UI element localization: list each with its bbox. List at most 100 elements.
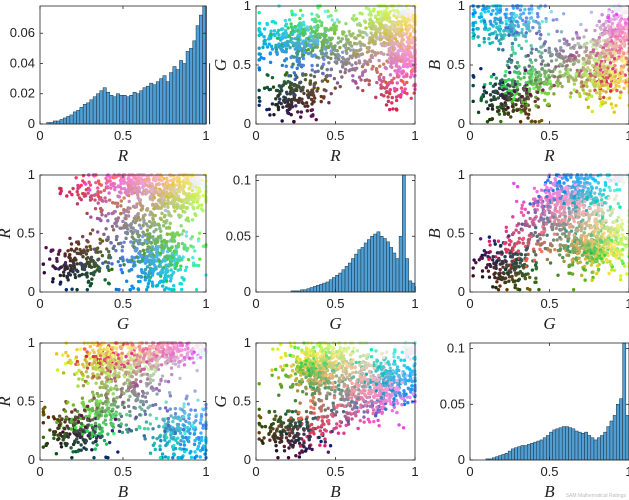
scatter-point	[391, 8, 395, 12]
scatter-point	[558, 62, 563, 67]
histogram-bar	[199, 14, 203, 125]
scatter-point	[171, 178, 175, 182]
scatter-point	[325, 67, 329, 72]
scatter-point	[549, 59, 554, 63]
histogram-bar	[367, 239, 371, 293]
scatter-point	[592, 173, 596, 178]
scatter-point	[102, 188, 107, 193]
scatter-point	[482, 85, 486, 89]
scatter-point	[538, 54, 543, 58]
scatter-point	[496, 239, 501, 243]
scatter-point	[601, 62, 605, 66]
scatter-point	[617, 84, 621, 89]
scatter-point	[171, 270, 176, 275]
scatter-point	[408, 41, 413, 45]
scatter-point	[194, 188, 198, 192]
scatter-point	[170, 182, 175, 187]
scatter-point	[96, 190, 100, 194]
scatter-point	[548, 261, 553, 265]
scatter-point	[556, 84, 560, 88]
scatter-point	[129, 267, 133, 272]
scatter-point	[48, 257, 52, 261]
scatter-point	[621, 74, 625, 78]
scatter-point	[387, 17, 391, 22]
scatter-point	[610, 55, 614, 59]
scatter-point	[622, 44, 627, 48]
scatter-point	[546, 63, 551, 67]
scatter-point	[308, 79, 313, 83]
scatter-point	[510, 99, 514, 104]
scatter-point	[177, 213, 181, 217]
scatter-point	[326, 55, 330, 60]
scatter-point	[321, 38, 326, 43]
scatter-point	[367, 45, 371, 50]
scatter-point	[409, 96, 413, 100]
scatter-point	[275, 36, 280, 40]
scatter-point	[390, 81, 394, 85]
scatter-point	[529, 51, 534, 55]
scatter-point	[495, 280, 499, 284]
scatter-point	[522, 75, 526, 80]
scatter-point	[140, 191, 144, 195]
scatter-point	[68, 273, 73, 277]
scatter-point	[499, 119, 503, 124]
scatter-point	[181, 229, 186, 233]
scatter-point	[310, 108, 315, 112]
scatter-point	[116, 242, 121, 246]
scatter-point	[539, 62, 544, 66]
scatter-point	[598, 68, 603, 72]
scatter-point	[404, 45, 408, 49]
scatter-point	[588, 89, 592, 93]
scatter-point	[172, 190, 176, 195]
scatter-point	[144, 287, 149, 292]
scatter-point	[179, 224, 183, 228]
scatter-point	[99, 190, 103, 194]
scatter-point	[517, 43, 521, 48]
scatter-point	[494, 36, 499, 40]
scatter-point	[546, 81, 550, 86]
scatter-point	[262, 27, 267, 31]
scatter-point	[193, 249, 197, 253]
scatter-point	[471, 21, 475, 25]
histogram-bar	[129, 95, 134, 125]
scatter-point	[320, 52, 324, 56]
scatter-point	[409, 59, 414, 63]
scatter-point	[567, 206, 571, 210]
histogram-bar	[341, 269, 346, 293]
scatter-point	[554, 53, 559, 57]
scatter-point	[150, 280, 154, 284]
scatter-point	[369, 26, 374, 31]
scatter-point	[193, 195, 197, 200]
scatter-point	[514, 13, 519, 18]
scatter-point	[295, 66, 299, 71]
x-axis-label: G	[117, 314, 129, 333]
scatter-point	[362, 19, 367, 23]
scatter-point	[535, 31, 539, 36]
scatter-point	[400, 37, 404, 42]
scatter-point	[132, 237, 136, 241]
scatter-point	[516, 71, 520, 75]
scatter-point	[268, 51, 273, 55]
scatter-point	[489, 117, 494, 122]
scatter-point	[515, 60, 520, 65]
scatter-point	[559, 202, 563, 206]
scatter-point	[546, 32, 551, 36]
scatter-point	[257, 46, 261, 50]
scatter-point	[191, 245, 195, 249]
scatter-point	[559, 30, 564, 34]
scatter-point	[494, 76, 499, 80]
scatter-point	[390, 37, 394, 41]
histogram-bar	[145, 85, 150, 125]
x-tick-label: 1	[202, 128, 209, 143]
scatter-point	[557, 39, 562, 43]
scatter-point	[625, 272, 629, 276]
scatter-point	[296, 110, 300, 114]
scatter-point	[323, 35, 327, 40]
scatter-point	[612, 57, 617, 61]
scatter-point	[168, 279, 173, 283]
scatter-point	[191, 192, 195, 197]
scatter-point	[581, 84, 586, 88]
scatter-point	[147, 219, 152, 224]
scatter-point	[524, 80, 529, 85]
